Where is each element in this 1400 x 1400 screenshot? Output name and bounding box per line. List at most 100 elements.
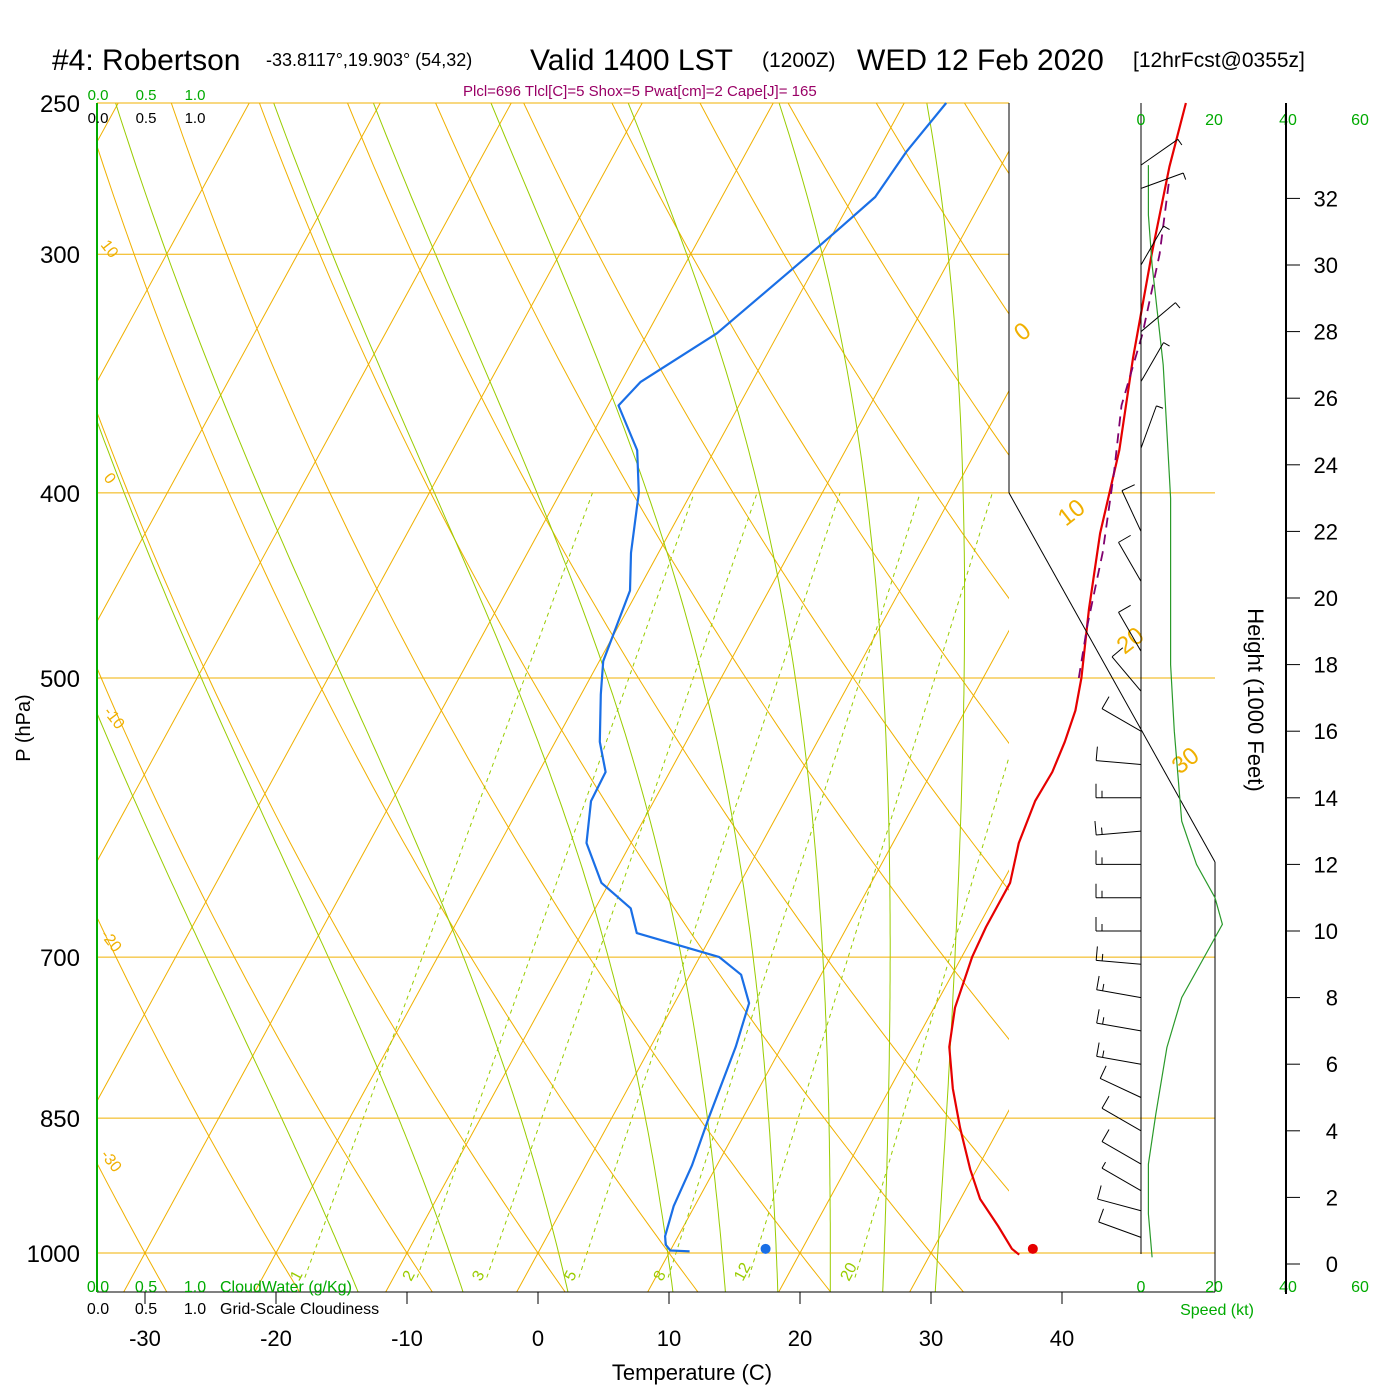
- surface-temperature-dot: [1027, 1243, 1038, 1254]
- height-tick-label: 2: [1326, 1185, 1338, 1210]
- pressure-tick-label: 850: [40, 1106, 80, 1133]
- moist-adiabat-line: [627, 103, 831, 1292]
- pressure-tick-label: 400: [40, 481, 80, 508]
- wind-barb: [1140, 138, 1183, 166]
- dry-adiabat-line: [346, 103, 1009, 1192]
- cloudwater-legend-label: CloudWater (g/Kg): [220, 1279, 352, 1296]
- height-tick-label: 20: [1314, 586, 1338, 611]
- height-tick-label: 28: [1314, 320, 1338, 345]
- moist-adiabat-line: [778, 103, 891, 1292]
- mixing-ratio-line: [667, 492, 921, 1278]
- pressure-tick-label: 1000: [27, 1241, 80, 1268]
- dry-adiabat-line: [97, 916, 301, 1292]
- moist-adiabat-line: [926, 103, 966, 1292]
- cloudwater-tick-top: 0.0: [88, 87, 109, 104]
- dry-adiabat-line: [258, 103, 965, 1292]
- cloudiness-tick-bottom: 1.0: [184, 1301, 206, 1318]
- moist-adiabat-line: [97, 711, 359, 1292]
- x-tick-label: 10: [657, 1326, 681, 1351]
- cloudwater-tick-bottom: 1.0: [184, 1279, 206, 1296]
- dry-adiabat-line: [97, 144, 699, 1292]
- wind-barb: [1140, 302, 1181, 332]
- wind-barb: [1118, 604, 1142, 652]
- dry-adiabat-line: [1009, 34, 1400, 1332]
- sounding-profiles: [585, 102, 1187, 1256]
- dry-adiabat-line: [97, 666, 433, 1292]
- x-tick-label: -30: [129, 1326, 161, 1351]
- height-tick-label: 24: [1314, 453, 1338, 478]
- isotherm-line: [385, 149, 1009, 1292]
- speed-tick-label: 60: [1351, 112, 1369, 129]
- mixing-ratio-label: 5: [561, 1268, 580, 1284]
- wind-barb: [1101, 1161, 1142, 1192]
- cloudwater-tick-bottom: 0.5: [135, 1279, 157, 1296]
- cloudwater-tick-top: 1.0: [185, 87, 206, 104]
- dry-adiabat-line: [435, 103, 1009, 1041]
- dry-adiabat-line: [523, 103, 1009, 891]
- x-tick-label: -10: [391, 1326, 423, 1351]
- wind-barb: [1140, 342, 1170, 382]
- moist-adiabat-line: [372, 103, 726, 1292]
- wind-barb: [1095, 883, 1141, 899]
- dry-adiabat-line: [97, 410, 566, 1292]
- isotherm-label: 0: [1009, 317, 1036, 347]
- moist-adiabat-line: [490, 103, 779, 1292]
- isotherm-label: 20: [1112, 622, 1150, 660]
- mixing-ratio-label: 2: [400, 1268, 419, 1284]
- stability-indices: Plcl=696 Tlcl[C]=5 Shox=5 Pwat[cm]=2 Cap…: [463, 83, 817, 100]
- x-tick-label: 0: [532, 1326, 544, 1351]
- isotherm-line: [647, 629, 1009, 1292]
- wind-barb: [1094, 821, 1142, 836]
- utc-time: (1200Z): [762, 49, 836, 72]
- isotherm-line: [909, 1109, 1009, 1292]
- height-tick-label: 14: [1314, 786, 1338, 811]
- x-axis-title: Temperature (C): [612, 1360, 772, 1385]
- isotherm-label: -20: [97, 927, 125, 956]
- cloudiness-tick-bottom: 0.0: [87, 1301, 109, 1318]
- mixing-ratio-label: 20: [837, 1260, 860, 1284]
- isotherm-line: [516, 389, 1009, 1292]
- wind-barb: [1111, 647, 1142, 692]
- mixing-ratio-line: [486, 492, 758, 1278]
- isotherm-line: [778, 869, 1009, 1292]
- isotherm-line: [1019, 34, 1400, 1332]
- height-tick-label: 0: [1326, 1252, 1338, 1277]
- pressure-tick-label: 700: [40, 945, 80, 972]
- height-tick-label: 10: [1314, 919, 1338, 944]
- speed-tick-label: 20: [1205, 1279, 1223, 1296]
- isotherm-line: [1150, 34, 1400, 1332]
- isotherm-line: [97, 103, 643, 1103]
- moist-adiabat-line: [97, 419, 464, 1292]
- dry-adiabat-line: [170, 103, 832, 1292]
- speed-tick-label: 60: [1351, 1279, 1369, 1296]
- isotherm-line: [254, 103, 905, 1292]
- temperature-line: [948, 102, 1187, 1256]
- station-title: #4: Robertson: [52, 44, 241, 77]
- cloudwater-tick-top: 0.5: [136, 87, 157, 104]
- speed-tick-label: 0: [1137, 112, 1146, 129]
- moist-adiabat-line: [115, 103, 569, 1292]
- mixing-ratio-line: [304, 492, 593, 1278]
- wind-barb: [1140, 405, 1164, 449]
- isotherm-line: [97, 103, 381, 623]
- pressure-tick-label: 500: [40, 666, 80, 693]
- height-tick-label: 26: [1314, 386, 1338, 411]
- height-axis-title: Height (1000 Feet): [1243, 608, 1268, 791]
- surface-dewpoint-dot: [760, 1243, 771, 1254]
- wind-barb: [1101, 1095, 1142, 1132]
- dry-adiabat-line: [1181, 34, 1400, 1332]
- dry-adiabat-line: [875, 103, 1009, 315]
- wind-barb: [1118, 534, 1142, 582]
- cloudiness-legend-label: Grid-Scale Cloudiness: [220, 1301, 379, 1318]
- speed-tick-label: 40: [1279, 1279, 1297, 1296]
- height-tick-label: 16: [1314, 719, 1338, 744]
- x-tick-label: 40: [1050, 1326, 1074, 1351]
- dry-adiabat-line: [611, 103, 1009, 745]
- wind-barb: [1121, 484, 1142, 532]
- height-tick-label: 4: [1326, 1119, 1338, 1144]
- wind-barb: [1140, 172, 1187, 189]
